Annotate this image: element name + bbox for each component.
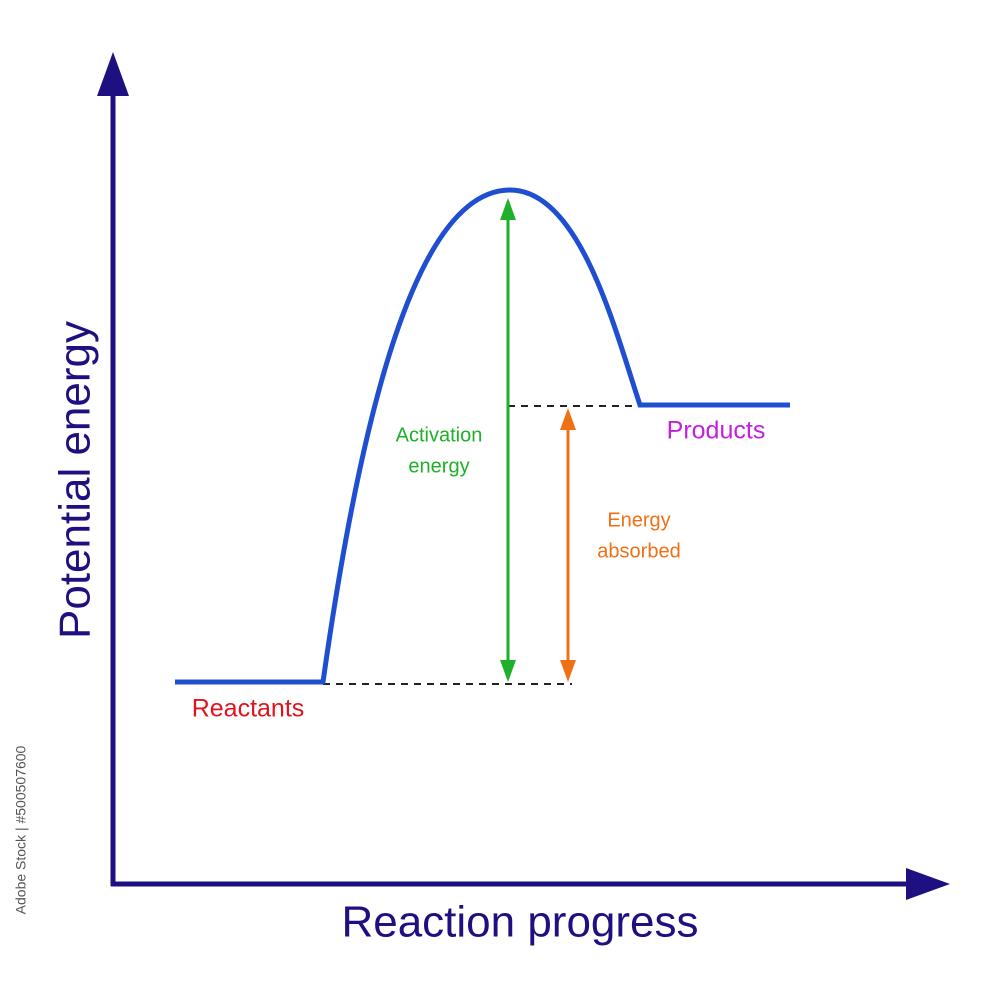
x-axis-arrow (906, 868, 950, 900)
absorbed-label: absorbed (597, 540, 680, 562)
activation-arrow-tail (500, 660, 516, 682)
absorbed-arrow-tail (560, 660, 576, 682)
reactants-label: Reactants (192, 695, 305, 723)
absorbed-arrow-head (560, 408, 576, 430)
y-axis-arrow (97, 52, 129, 96)
activation-label: Activation (396, 424, 483, 446)
x-axis-label: Reaction progress (341, 898, 698, 947)
activation-label: energy (408, 455, 469, 477)
watermark: Adobe Stock | #500507600 (13, 745, 29, 914)
y-axis-label: Potential energy (51, 321, 100, 639)
absorbed-label: Energy (607, 509, 670, 531)
activation-arrow-head (500, 198, 516, 220)
products-label: Products (667, 417, 766, 445)
energy-curve (175, 187, 790, 685)
